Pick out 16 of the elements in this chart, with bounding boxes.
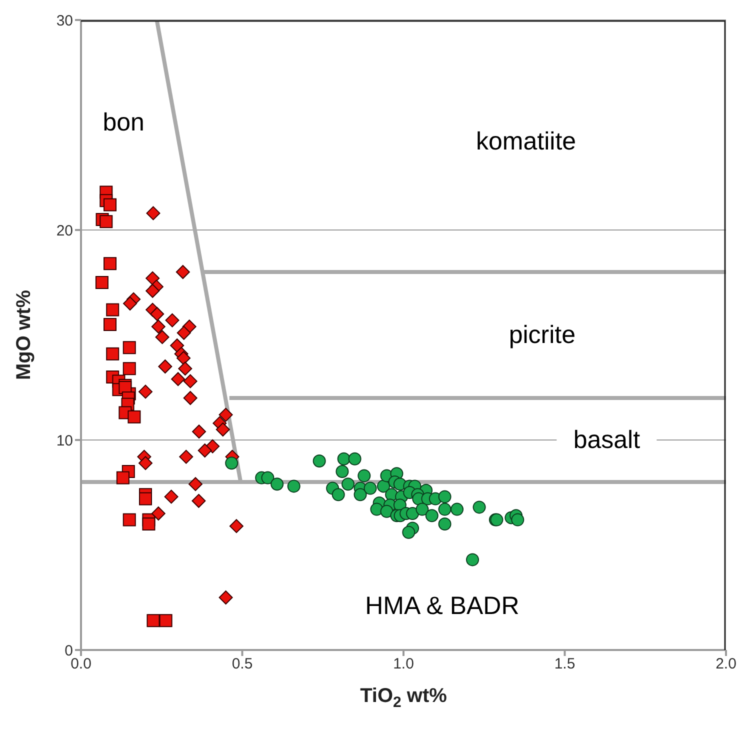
y-tick-label: 10 [56, 432, 73, 450]
y-axis-title: MgO wt% [13, 290, 35, 380]
x-tick-label: 2.0 [716, 656, 736, 673]
x-axis-title: TiO$_{2}$ wt% [360, 685, 448, 710]
annotation: basalt [573, 426, 640, 454]
x-tick-label: 1.5 [554, 656, 576, 673]
annotation: bon [102, 108, 144, 137]
y-tick-label: 20 [56, 222, 73, 240]
x-tick-label: 0.0 [70, 656, 92, 673]
annotation: HMA & BADR [365, 592, 520, 620]
annotation: komatiite [476, 128, 576, 156]
annotation: picrite [508, 321, 576, 349]
x-tick-label: 0.5 [232, 656, 253, 673]
y-tick-label: 30 [56, 12, 73, 30]
x-tick-label: 1.0 [393, 656, 414, 673]
y-tick-label: 0 [64, 642, 73, 660]
